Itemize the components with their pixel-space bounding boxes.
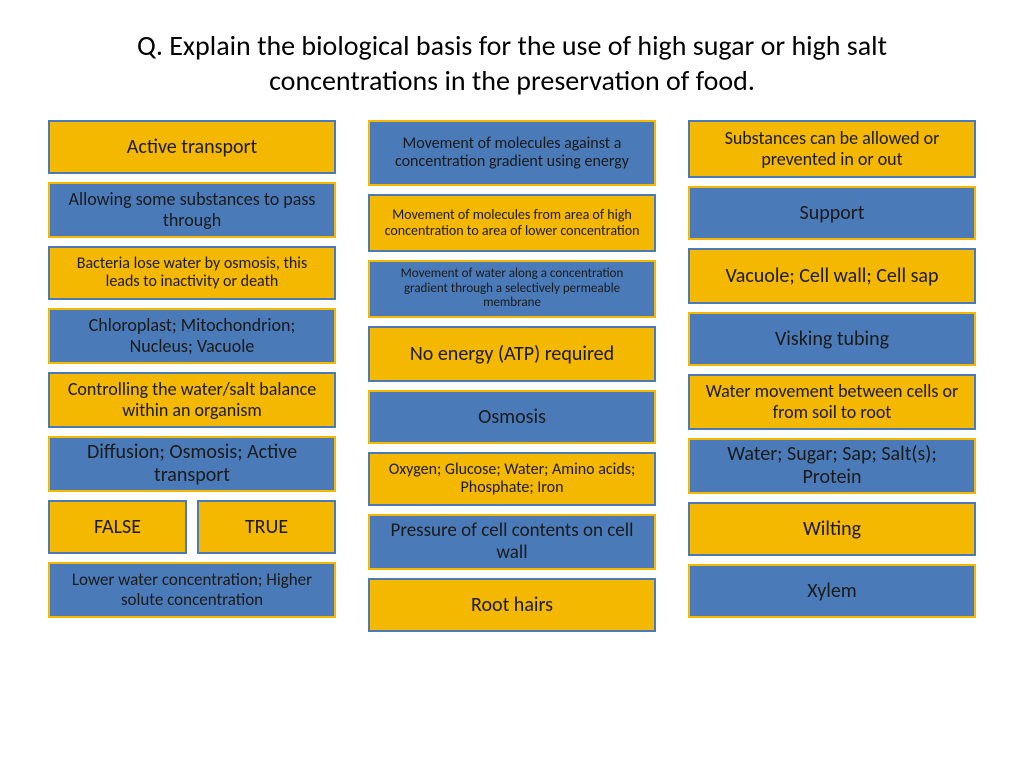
info-card[interactable]: Osmosis (368, 390, 656, 444)
column-2: Movement of molecules against a concentr… (368, 120, 656, 632)
info-card[interactable]: Movement of water along a concentration … (368, 260, 656, 318)
split-row: FALSETRUE (48, 500, 336, 554)
info-card[interactable]: Support (688, 186, 976, 240)
info-card[interactable]: TRUE (197, 500, 336, 554)
info-card[interactable]: Vacuole; Cell wall; Cell sap (688, 248, 976, 304)
info-card[interactable]: Controlling the water/salt balance withi… (48, 372, 336, 428)
column-3: Substances can be allowed or prevented i… (688, 120, 976, 632)
columns-container: Active transport Allowing some substances… (48, 120, 976, 632)
info-card[interactable]: Pressure of cell contents on cell wall (368, 514, 656, 570)
page-title: Q. Explain the biological basis for the … (48, 28, 976, 98)
info-card[interactable]: Water; Sugar; Sap; Salt(s); Protein (688, 438, 976, 494)
info-card[interactable]: No energy (ATP) required (368, 326, 656, 382)
info-card[interactable]: Movement of molecules against a concentr… (368, 120, 656, 186)
info-card[interactable]: FALSE (48, 500, 187, 554)
info-card[interactable]: Chloroplast; Mitochondrion; Nucleus; Vac… (48, 308, 336, 364)
info-card[interactable]: Lower water concentration; Higher solute… (48, 562, 336, 618)
info-card[interactable]: Diffusion; Osmosis; Active transport (48, 436, 336, 492)
info-card[interactable]: Water movement between cells or from soi… (688, 374, 976, 430)
info-card[interactable]: Movement of molecules from area of high … (368, 194, 656, 252)
info-card[interactable]: Xylem (688, 564, 976, 618)
info-card[interactable]: Root hairs (368, 578, 656, 632)
info-card[interactable]: Oxygen; Glucose; Water; Amino acids; Pho… (368, 452, 656, 506)
info-card[interactable]: Substances can be allowed or prevented i… (688, 120, 976, 178)
info-card[interactable]: Active transport (48, 120, 336, 174)
column-1: Active transport Allowing some substances… (48, 120, 336, 632)
info-card[interactable]: Allowing some substances to pass through (48, 182, 336, 238)
info-card[interactable]: Wilting (688, 502, 976, 556)
info-card[interactable]: Visking tubing (688, 312, 976, 366)
info-card[interactable]: Bacteria lose water by osmosis, this lea… (48, 246, 336, 300)
